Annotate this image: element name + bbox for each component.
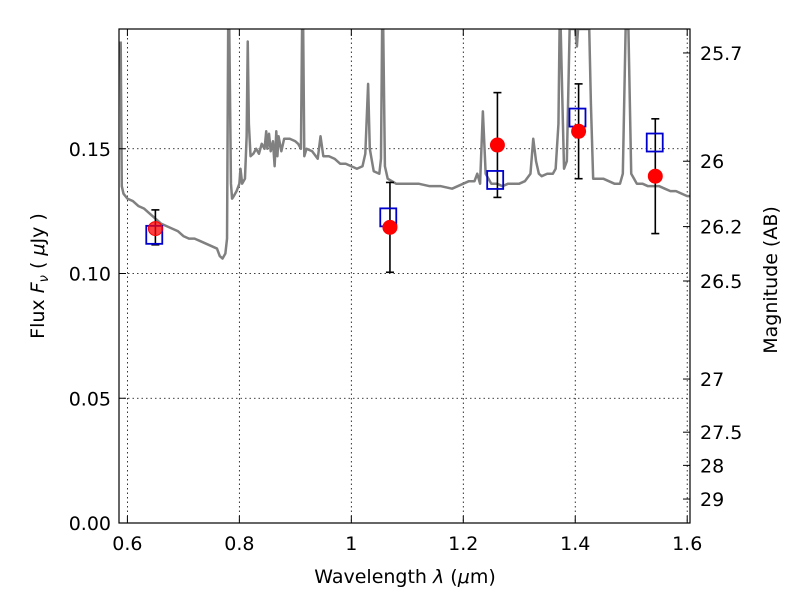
y2-tick-label: 27 [700, 369, 724, 391]
x-tick-label: 1.6 [672, 533, 702, 555]
y-tick-label: 0.10 [69, 264, 111, 286]
x-axis-label: Wavelength λ (μm) [314, 566, 495, 588]
observed-photometry-point [147, 221, 163, 237]
plot-frame [118, 28, 691, 524]
y2-tick-label: 26.5 [700, 271, 742, 293]
y2-tick-label: 28 [700, 455, 724, 477]
x-tick-label: 1 [345, 533, 357, 555]
y-tick-label: 0.00 [69, 513, 111, 535]
spectrum-line [119, 29, 690, 260]
x-tick-label: 0.6 [112, 533, 142, 555]
y-tick-label: 0.05 [69, 388, 111, 410]
observed-photometry-point [382, 219, 398, 235]
y2-tick-label: 25.7 [700, 43, 742, 65]
x-tick-label: 1.2 [448, 533, 478, 555]
y2-tick-label: 29 [700, 489, 724, 511]
y2-axis-label: Magnitude (AB) [760, 206, 782, 354]
x-tick-label: 0.8 [224, 533, 254, 555]
grid-lines [119, 29, 690, 523]
model-photometry-marker [645, 132, 664, 153]
y2-tick-label: 26 [700, 151, 724, 173]
observed-photometry-point [571, 123, 587, 139]
y-tick-label: 0.15 [69, 139, 111, 161]
x-tick-label: 1.4 [560, 533, 590, 555]
plot-area [119, 29, 690, 274]
axis-ticks: 0.6 0.8 1 1.2 1.4 1.6 0.00 0.05 0.10 0.15 25.7 26 26… [69, 29, 742, 555]
y2-tick-label: 27.5 [700, 422, 742, 444]
model-photometry-marker [486, 170, 505, 190]
y-axis-label: Flux Fν ( μJy ) [27, 213, 52, 339]
observed-photometry-point [647, 168, 663, 184]
y2-tick-label: 26.2 [700, 217, 742, 239]
observed-photometry-point [489, 137, 505, 153]
